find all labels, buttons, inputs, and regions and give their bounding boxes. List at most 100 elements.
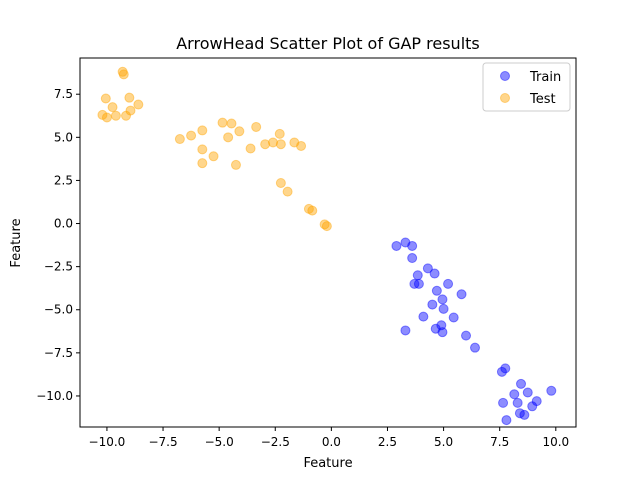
test-point xyxy=(260,139,271,150)
test-point xyxy=(321,221,332,232)
test-point xyxy=(223,132,234,143)
train-point xyxy=(412,270,423,281)
y-tick-label: −5.0 xyxy=(44,303,73,317)
legend-label-train: Train xyxy=(529,70,561,85)
train-point xyxy=(427,299,438,310)
train-point xyxy=(496,366,507,377)
chart-title: ArrowHead Scatter Plot of GAP results xyxy=(176,34,480,53)
train-point xyxy=(514,408,525,419)
legend-marker-test xyxy=(500,93,510,103)
test-point xyxy=(296,140,307,151)
train-point xyxy=(407,253,418,264)
test-point xyxy=(319,219,330,230)
x-tick-label: 2.5 xyxy=(378,435,397,449)
train-point xyxy=(522,387,533,398)
test-point xyxy=(197,125,208,136)
train-point xyxy=(422,263,433,274)
y-tick-label: 0.0 xyxy=(54,217,73,231)
test-point xyxy=(197,144,208,155)
train-point xyxy=(437,294,448,305)
test-point xyxy=(251,121,262,132)
legend: Train Test xyxy=(482,62,571,112)
x-tick-label: −5.0 xyxy=(205,435,234,449)
test-point xyxy=(217,117,228,128)
test-point xyxy=(121,110,132,121)
train-point xyxy=(409,278,420,289)
train-point xyxy=(429,268,440,279)
test-point xyxy=(208,151,219,162)
train-point xyxy=(509,389,520,400)
train-point xyxy=(448,312,459,323)
train-point xyxy=(498,397,509,408)
x-axis-label: Feature xyxy=(303,456,352,471)
test-point xyxy=(245,143,256,154)
test-point xyxy=(230,159,241,170)
y-tick-label: 2.5 xyxy=(54,173,73,187)
train-point xyxy=(400,237,411,248)
train-point xyxy=(418,311,429,322)
y-tick-label: 5.0 xyxy=(54,130,73,144)
train-point xyxy=(430,323,441,334)
y-tick-label: −10.0 xyxy=(36,389,73,403)
train-point xyxy=(519,409,530,420)
test-point xyxy=(117,66,128,77)
y-tick-label: −2.5 xyxy=(44,260,73,274)
test-point xyxy=(303,203,314,214)
x-tick-label: −2.5 xyxy=(261,435,290,449)
test-point xyxy=(110,110,121,121)
y-tick-label: −7.5 xyxy=(44,346,73,360)
train-point xyxy=(500,363,511,374)
train-point xyxy=(391,240,402,251)
train-point xyxy=(516,378,527,389)
test-point xyxy=(268,137,279,148)
train-point xyxy=(546,385,557,396)
x-tick-label: −7.5 xyxy=(148,435,177,449)
train-point xyxy=(431,285,442,296)
y-axis: −10.0 −7.5 −5.0 −2.5 0.0 2.5 5.0 7.5 xyxy=(36,87,80,403)
legend-marker-train xyxy=(500,71,510,81)
test-point xyxy=(118,69,129,80)
train-point xyxy=(413,278,424,289)
plot-area xyxy=(97,66,557,426)
axes-frame xyxy=(79,57,577,428)
train-point xyxy=(501,415,512,426)
test-point xyxy=(275,139,286,150)
train-point xyxy=(470,342,481,353)
test-point xyxy=(186,130,197,141)
train-point xyxy=(436,320,447,331)
y-axis-label: Feature xyxy=(9,218,24,267)
train-point xyxy=(443,278,454,289)
train-point xyxy=(531,396,542,407)
train-point xyxy=(438,303,449,314)
legend-box xyxy=(482,62,571,112)
test-point xyxy=(226,118,237,129)
test-point xyxy=(174,134,185,145)
test-point xyxy=(100,93,111,104)
x-tick-label: 5.0 xyxy=(434,435,453,449)
x-tick-label: −10.0 xyxy=(89,435,126,449)
x-axis: −10.0 −7.5 −5.0 −2.5 0.0 2.5 5.0 7.5 10.0 xyxy=(89,427,569,449)
test-point xyxy=(289,137,300,148)
train-point xyxy=(461,330,472,341)
legend-label-test: Test xyxy=(529,92,556,107)
train-point xyxy=(407,240,418,251)
train-point xyxy=(400,325,411,336)
train-point xyxy=(456,289,467,300)
test-point xyxy=(107,102,118,113)
train-point xyxy=(527,401,538,412)
x-tick-label: 10.0 xyxy=(542,435,569,449)
test-point xyxy=(274,128,285,139)
test-point xyxy=(97,109,108,120)
test-point xyxy=(307,205,318,216)
x-tick-label: 7.5 xyxy=(490,435,509,449)
test-point xyxy=(275,178,286,189)
y-tick-label: 7.5 xyxy=(54,87,73,101)
test-point xyxy=(125,105,136,116)
test-point xyxy=(282,186,293,197)
test-point xyxy=(197,158,208,169)
test-point xyxy=(133,99,144,110)
x-tick-label: 0.0 xyxy=(322,435,341,449)
test-point xyxy=(234,126,245,137)
test-point xyxy=(101,112,112,123)
